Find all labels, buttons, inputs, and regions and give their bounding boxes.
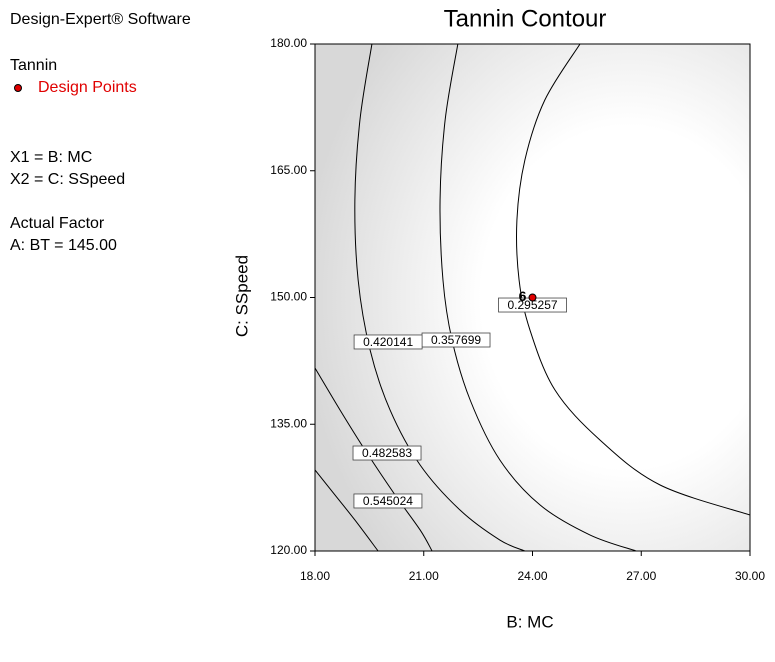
x-tick-label: 24.00	[517, 569, 547, 583]
contour-label-box	[353, 334, 423, 350]
factor-label: X2 = C: SSpeed	[10, 171, 125, 188]
contour-line	[315, 367, 433, 551]
x-tick-label: 18.00	[300, 569, 330, 583]
contour-line	[516, 44, 750, 516]
x-axis-label: B: MC	[506, 612, 553, 631]
actual-factor: A: BT = 145.00	[10, 237, 117, 254]
contour-label: 0.420141	[363, 335, 413, 349]
contour-label: 0.357699	[431, 333, 481, 347]
contour-label-box	[353, 493, 423, 509]
y-tick-label: 120.00	[270, 543, 307, 557]
actual-factor-heading: Actual Factor	[10, 215, 105, 232]
design-point	[528, 293, 537, 302]
contour-group	[315, 44, 750, 551]
contour-label: 0.295257	[507, 298, 557, 312]
response-label: Tannin	[10, 57, 57, 74]
legend-marker	[14, 84, 22, 92]
contour-label: 0.545024	[363, 494, 413, 508]
x-tick-label: 21.00	[409, 569, 439, 583]
y-tick-label: 135.00	[270, 416, 307, 430]
contour-line	[354, 44, 526, 551]
contour-label-box	[352, 445, 422, 461]
chart-title: Tannin Contour	[444, 5, 607, 32]
contour-line	[439, 44, 637, 551]
y-tick-label: 150.00	[270, 290, 307, 304]
design-point-count: 6	[519, 288, 527, 304]
contour-line	[315, 469, 379, 551]
y-axis-label: C: SSpeed	[232, 255, 251, 337]
legend-label: Design Points	[38, 79, 137, 96]
factor-label: X1 = B: MC	[10, 149, 92, 166]
plot-frame	[314, 43, 751, 552]
x-tick-label: 30.00	[735, 569, 765, 583]
x-tick-label: 27.00	[626, 569, 656, 583]
software-label: Design-Expert® Software	[10, 11, 191, 28]
y-tick-label: 180.00	[270, 36, 307, 50]
contour-label: 0.482583	[362, 446, 412, 460]
y-tick-label: 165.00	[270, 163, 307, 177]
